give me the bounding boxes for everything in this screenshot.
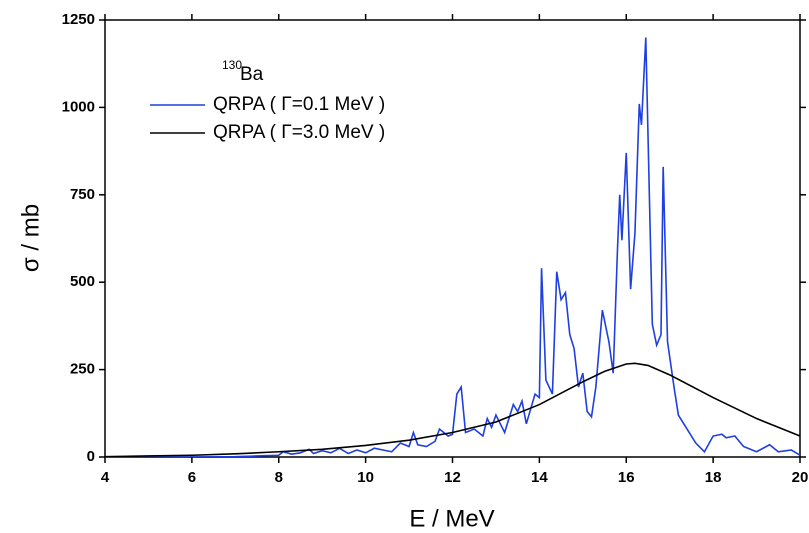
plot-frame	[104, 19, 801, 458]
y-tick-label: 500	[70, 273, 95, 290]
y-tick-label: 750	[70, 186, 95, 203]
x-tick-label: 6	[188, 469, 196, 486]
y-tick-label: 0	[87, 448, 95, 465]
legend-label: QRPA ( Γ=0.1 MeV )	[213, 94, 385, 115]
legend-label: QRPA ( Γ=3.0 MeV )	[213, 122, 385, 143]
y-axis-label: σ / mb	[17, 204, 44, 272]
y-tick-label: 1250	[62, 11, 95, 28]
series-line	[105, 362, 800, 457]
x-tick-label: 4	[101, 469, 110, 486]
x-tick-label: 20	[792, 469, 809, 486]
x-tick-label: 8	[275, 469, 283, 486]
legend-title-sup: 130	[222, 58, 242, 72]
x-tick-label: 12	[444, 469, 461, 486]
legend-title: Ba	[240, 64, 264, 85]
y-tick-label: 1000	[62, 98, 95, 115]
x-tick-label: 10	[357, 469, 374, 486]
x-tick-label: 16	[618, 469, 635, 486]
series-line	[105, 37, 800, 457]
x-axis-label: E / MeV	[409, 505, 494, 532]
x-tick-label: 14	[531, 469, 548, 486]
x-tick-label: 18	[705, 469, 722, 486]
y-tick-label: 250	[70, 361, 95, 378]
